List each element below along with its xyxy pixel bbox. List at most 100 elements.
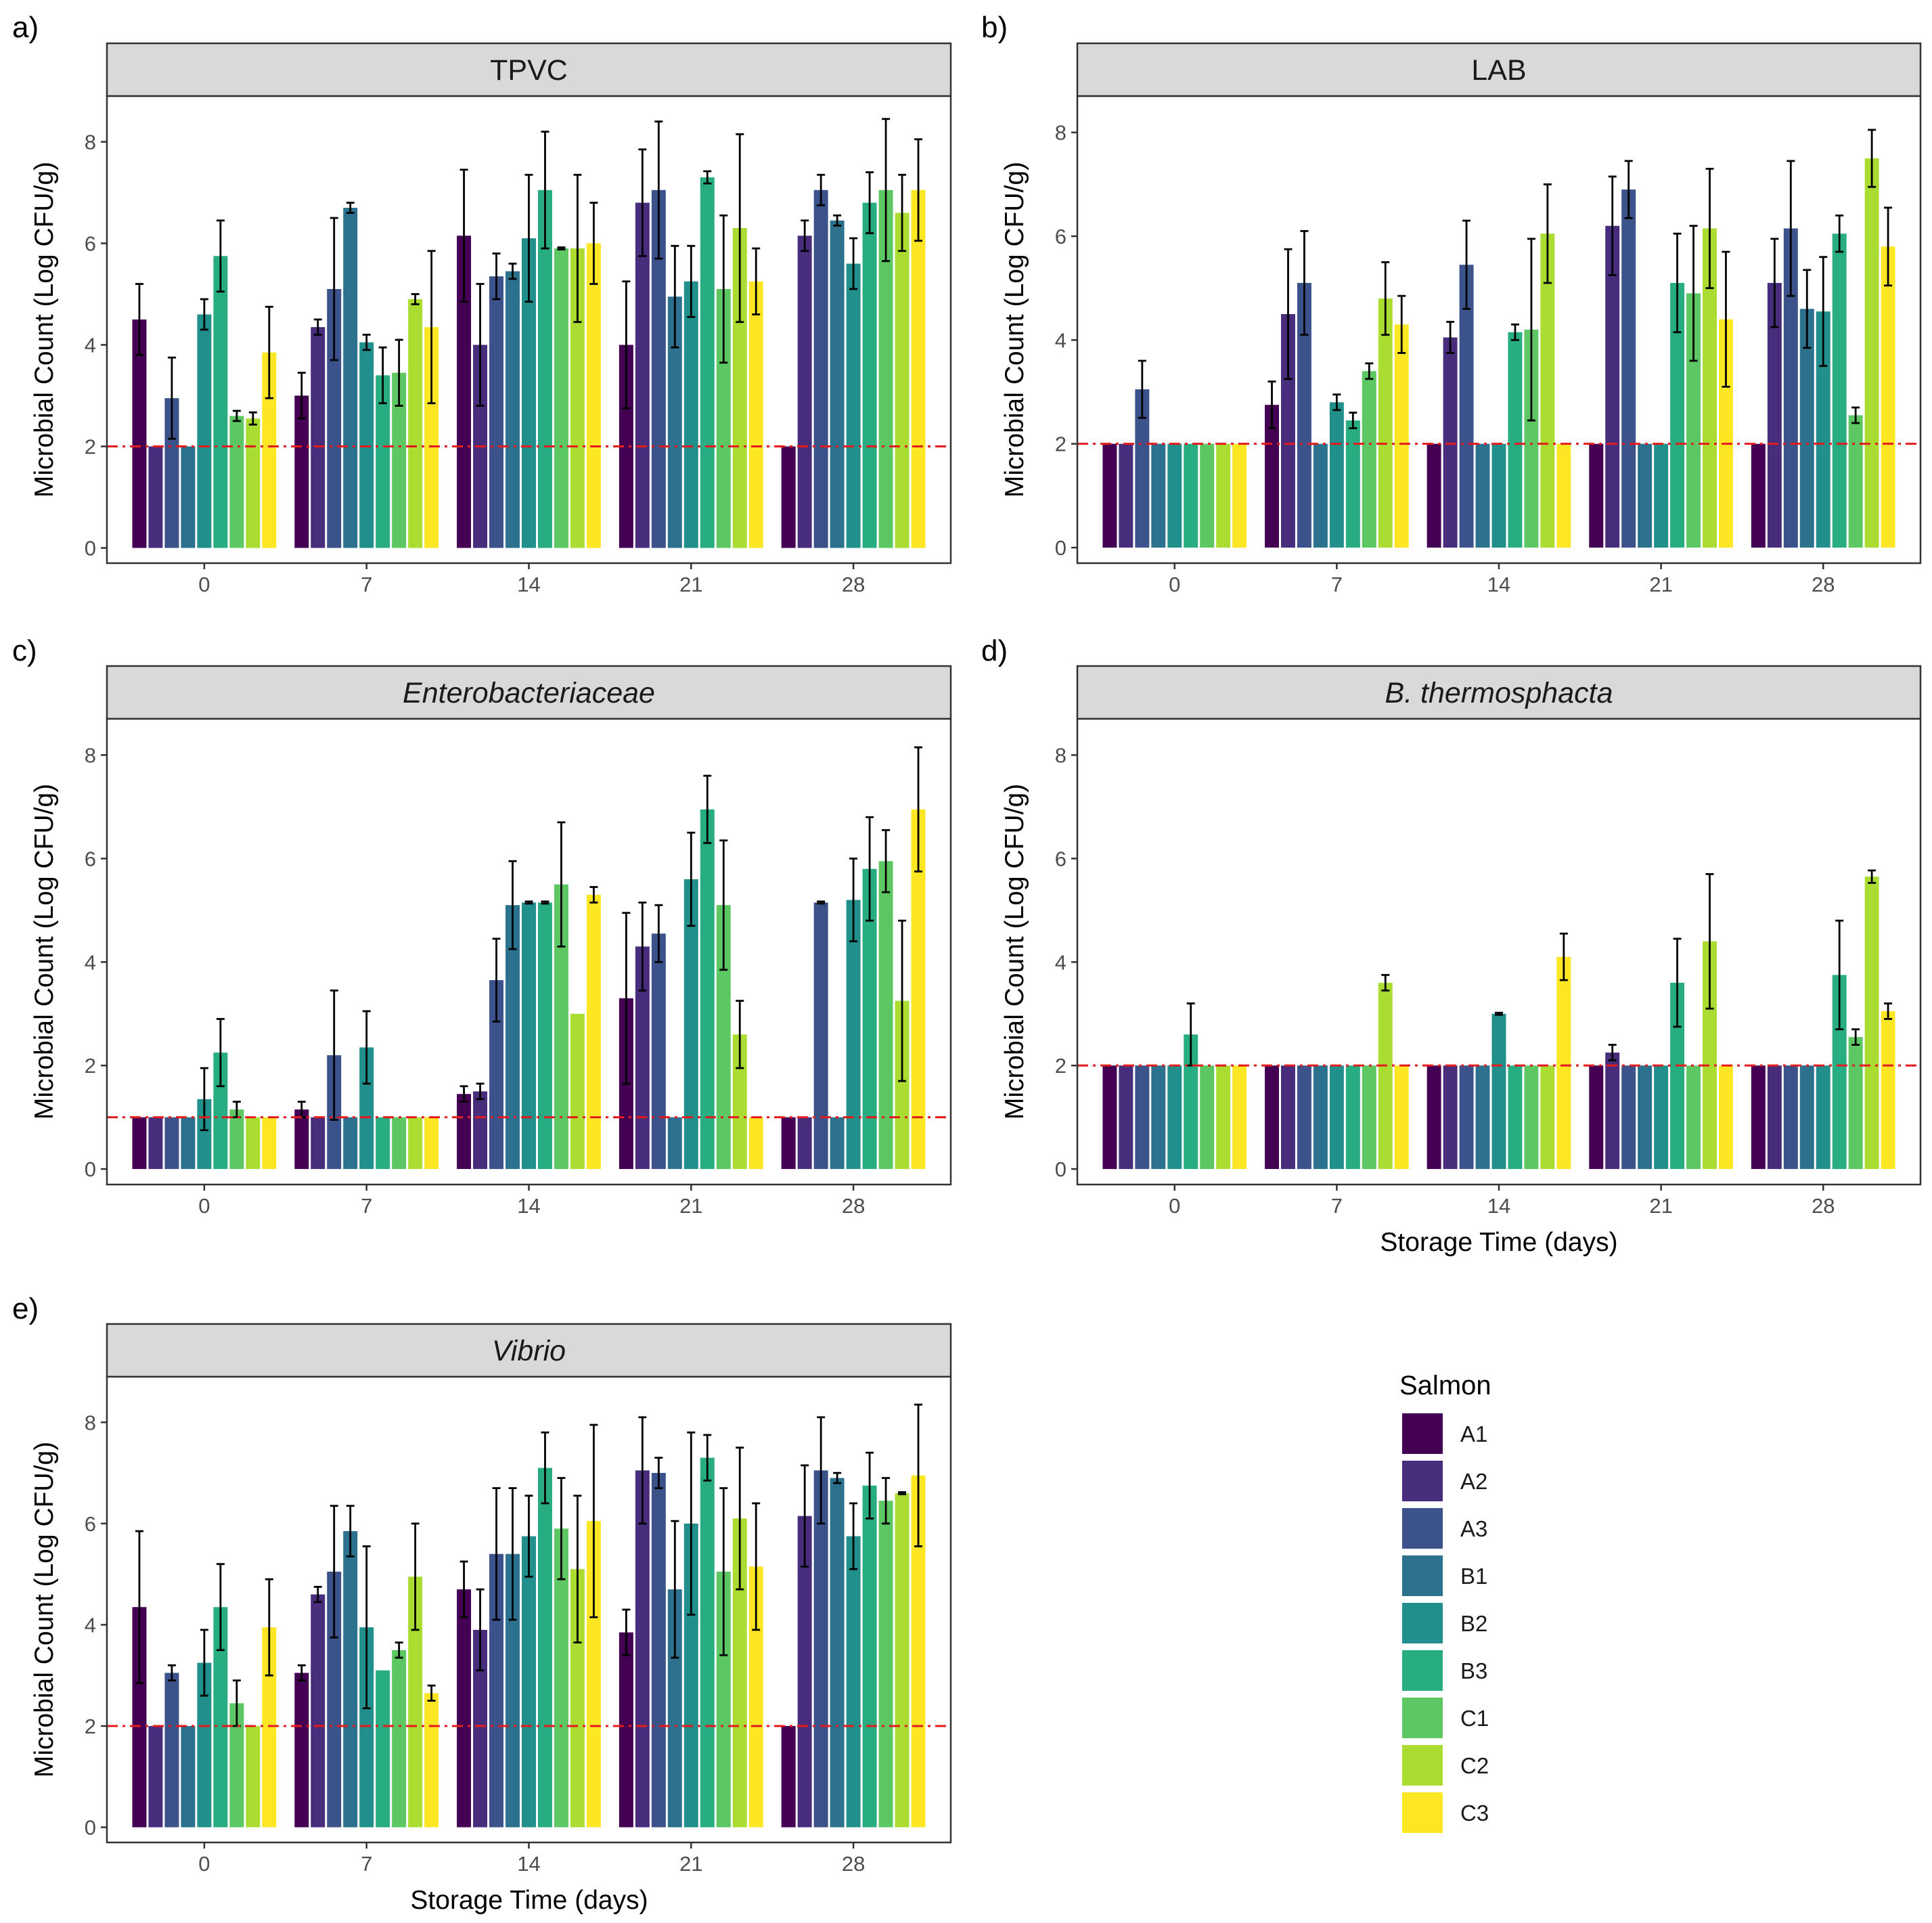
bar-c2-day-0: [246, 1726, 261, 1828]
y-tick-label: 6: [1055, 225, 1066, 248]
error-bar-b1-day-28: [833, 214, 842, 227]
error-bar-a1-day-14: [459, 1085, 468, 1103]
y-tick-label: 2: [1055, 1054, 1066, 1078]
error-bar-a2-day-21: [638, 901, 647, 992]
bar-a3-day-14: [1459, 265, 1474, 548]
error-bar-b2-day-14: [524, 173, 533, 303]
error-bar-a1-day-14: [459, 1560, 468, 1618]
error-bar-a1-day-0: [135, 1530, 143, 1684]
y-tick-label: 4: [85, 950, 96, 974]
error-bar-a2-day-7: [1284, 248, 1293, 380]
bar-b3-day-14: [537, 902, 552, 1170]
x-tick-label: 7: [1331, 573, 1343, 596]
bar-b1-day-28: [830, 1478, 845, 1828]
legend-label: C1: [1460, 1706, 1489, 1731]
bar-b3-day-21: [700, 177, 715, 548]
x-axis-title-e: Storage Time (days): [410, 1886, 648, 1915]
bar-a3-day-7: [1297, 1065, 1311, 1170]
error-bar-a3-day-21: [654, 120, 663, 260]
bar-b1-day-21: [667, 1117, 682, 1170]
bar-b3-day-0: [213, 1607, 228, 1828]
bar-a3-day-21: [651, 1473, 666, 1828]
bar-b2-day-21: [683, 281, 698, 548]
error-bar-c3-day-7: [427, 1684, 436, 1702]
x-tick-label: 21: [679, 573, 702, 596]
error-bar-b3-day-28: [866, 171, 874, 234]
bar-b3-day-21: [1670, 283, 1685, 548]
y-tick-label: 4: [1055, 328, 1066, 352]
error-bar-b2-day-0: [200, 298, 208, 331]
bar-c1-day-21: [716, 905, 731, 1170]
bar-c1-day-28: [878, 1501, 893, 1828]
bar-a2-day-0: [148, 1726, 163, 1828]
error-bar-b2-day-28: [849, 237, 858, 290]
panel-tag: c): [12, 634, 37, 667]
error-bar-a1-day-21: [622, 1608, 631, 1656]
bar-b1-day-7: [1313, 1065, 1328, 1170]
error-bar-a2-day-14: [1446, 321, 1455, 354]
bar-c2-day-14: [1540, 1065, 1555, 1170]
x-tick-label: 7: [361, 1194, 372, 1218]
error-bar-b3-day-21: [1673, 937, 1682, 1028]
bar-c3-day-14: [586, 894, 601, 1170]
bar-c2-day-0: [246, 418, 261, 548]
error-bar-c1-day-7: [395, 1641, 403, 1659]
error-bar-b2-day-14: [524, 1495, 533, 1578]
y-tick-label: 6: [85, 847, 96, 870]
bar-a1-day-21: [1589, 1065, 1604, 1170]
x-tick-label: 28: [1812, 1194, 1835, 1218]
legend-swatch: [1402, 1650, 1443, 1691]
bar-a2-day-7: [1281, 314, 1295, 548]
bar-b2-day-14: [522, 902, 536, 1170]
error-bar-c3-day-21: [1722, 250, 1730, 388]
bar-b3-day-14: [1508, 1065, 1523, 1170]
error-bar-c2-day-7: [1381, 261, 1390, 336]
bar-a2-day-0: [148, 446, 163, 548]
bar-b1-day-7: [343, 1117, 358, 1170]
legend-swatch: [1402, 1508, 1443, 1549]
error-bar-b3-day-14: [541, 1431, 549, 1505]
bar-b1-day-7: [343, 208, 358, 548]
x-tick-label: 0: [198, 1852, 210, 1876]
bar-a3-day-28: [813, 1470, 828, 1828]
legend-label: A2: [1460, 1469, 1487, 1494]
bar-a2-day-21: [1605, 1053, 1620, 1170]
error-bar-c3-day-21: [752, 247, 761, 315]
bar-b3-day-7: [376, 375, 390, 548]
bar-a3-day-0: [164, 1117, 179, 1170]
error-bar-a3-day-28: [817, 900, 826, 905]
bar-c3-day-14: [1556, 443, 1571, 548]
legend-swatch: [1402, 1745, 1443, 1786]
bar-b3-day-28: [1832, 234, 1847, 548]
bar-b2-day-7: [359, 1627, 374, 1828]
error-bar-c1-day-7: [395, 338, 403, 407]
bar-a1-day-7: [1265, 1065, 1280, 1170]
panel-tpvc: a) TPVC 0 2 4 6 8 0 7 14 21 28 Microbial Count (Log …: [12, 11, 952, 596]
y-axis-title: Microbial Count (Log CFU/g): [1000, 162, 1029, 498]
y-tick-label: 8: [85, 744, 96, 768]
error-bar-c2-day-7: [411, 293, 420, 305]
bar-b3-day-14: [537, 190, 552, 548]
error-bar-c2-day-14: [573, 1495, 582, 1644]
error-bar-c1-day-14: [1527, 238, 1535, 422]
error-bar-a3-day-14: [492, 1487, 501, 1621]
bar-b2-day-28: [846, 263, 861, 548]
strip-b-thermosphacta: [1076, 665, 1922, 720]
error-bar-c3-day-0: [265, 305, 273, 399]
bar-b3-day-21: [1670, 982, 1685, 1170]
error-bar-a2-day-21: [638, 1416, 647, 1525]
panel-enterobacteriaceae: c) Enterobacteriaceae 0 2 4 6 8 0 7 14 21 28 Microbi…: [12, 634, 952, 1218]
bar-a2-day-28: [1767, 1065, 1782, 1170]
bar-c2-day-14: [570, 1013, 585, 1170]
error-bar-b3-day-14: [1510, 323, 1519, 341]
bar-c3-day-14: [586, 1521, 601, 1828]
error-bar-b2-day-28: [849, 1502, 858, 1570]
error-bar-c2-day-21: [736, 1000, 744, 1069]
bar-a3-day-21: [651, 190, 666, 548]
bar-b2-day-28: [1816, 311, 1830, 548]
error-bar-c1-day-14: [557, 821, 566, 948]
error-bar-b3-day-21: [703, 774, 712, 844]
x-tick-label: 14: [517, 1852, 540, 1876]
bar-c2-day-0: [246, 1117, 261, 1170]
